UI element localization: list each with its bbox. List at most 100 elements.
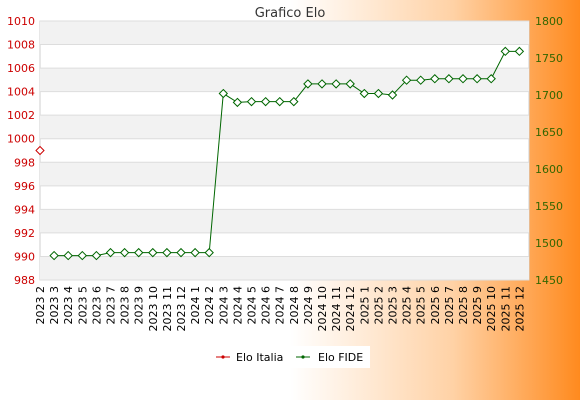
left-tick-label: 994	[14, 203, 35, 216]
x-tick-label: 2025 8	[457, 286, 470, 325]
series-elo-italia	[35, 145, 45, 156]
data-point	[77, 250, 88, 261]
x-tick-label: 2024 12	[344, 286, 357, 332]
data-point	[232, 97, 243, 108]
x-tick-label: 2023 9	[133, 286, 146, 325]
x-tick-label: 2024 8	[288, 286, 301, 325]
x-tick-label: 2024 10	[316, 286, 329, 332]
x-tick-label: 2023 4	[62, 286, 75, 325]
data-point	[35, 145, 45, 156]
data-point	[401, 75, 412, 85]
data-point	[176, 247, 186, 258]
right-tick-label: 1450	[535, 274, 563, 287]
x-tick-label: 2025 5	[415, 286, 428, 325]
x-tick-label: 2024 4	[231, 286, 244, 325]
x-tick-label: 2025 12	[513, 286, 526, 332]
x-tick-label: 2023 11	[161, 286, 174, 332]
grid-band	[40, 115, 529, 139]
data-point	[500, 46, 511, 57]
left-tick-label: 996	[14, 180, 35, 193]
left-tick-label: 988	[14, 274, 35, 287]
data-point	[458, 74, 468, 84]
x-tick-label: 2023 10	[147, 286, 160, 332]
data-point	[91, 250, 102, 261]
x-tick-label: 2023 2	[34, 286, 47, 325]
data-point	[444, 74, 454, 84]
grid-band	[40, 209, 529, 233]
x-tick-label: 2023 8	[119, 286, 132, 325]
data-point	[317, 79, 327, 89]
legend-label-elo-fide: Elo FIDE	[318, 351, 363, 364]
x-tick-label: 2024 9	[302, 286, 315, 325]
data-point	[289, 96, 299, 107]
data-point	[415, 75, 426, 85]
left-tick-label: 1002	[7, 109, 35, 122]
x-tick-label: 2024 3	[217, 286, 230, 325]
grid-band	[40, 68, 529, 92]
x-tick-label: 2025 10	[485, 286, 498, 332]
left-tick-label: 1010	[7, 15, 35, 28]
right-axis: 1450 1500 1550 1600 1650 1700 1750 1800	[535, 15, 563, 287]
x-tick-label: 2023 5	[76, 286, 89, 325]
data-point	[204, 247, 214, 258]
data-point	[218, 88, 229, 99]
data-point	[246, 96, 257, 107]
x-tick-label: 2023 7	[105, 286, 118, 325]
left-tick-label: 992	[14, 227, 35, 240]
x-tick-label: 2023 12	[175, 286, 188, 332]
legend-label-elo-italia: Elo Italia	[236, 351, 283, 364]
left-tick-label: 990	[14, 250, 35, 263]
plot-area	[39, 20, 530, 281]
data-point	[105, 247, 116, 258]
data-point	[373, 88, 384, 99]
x-tick-label: 2024 5	[246, 286, 259, 325]
right-tick-label: 1550	[535, 200, 563, 213]
legend-marker-elo-fide	[301, 355, 305, 359]
right-tick-label: 1700	[535, 89, 563, 102]
data-point	[331, 79, 341, 89]
data-point	[162, 247, 172, 258]
data-point	[345, 79, 355, 89]
data-point	[430, 74, 440, 84]
x-tick-label: 2024 1	[189, 286, 202, 325]
series-layer	[35, 46, 525, 261]
x-tick-label: 2023 3	[48, 286, 61, 325]
data-point	[359, 88, 370, 99]
x-tick-label: 2025 3	[387, 286, 400, 325]
right-tick-label: 1750	[535, 52, 563, 65]
legend: Elo Italia Elo FIDE	[210, 346, 370, 368]
left-tick-label: 1006	[7, 62, 35, 75]
data-point	[133, 247, 144, 258]
data-point	[49, 250, 59, 261]
x-tick-label: 2023 6	[90, 286, 103, 325]
x-tick-label: 2025 7	[443, 286, 456, 325]
data-point	[486, 74, 496, 84]
x-tick-label: 2025 2	[372, 286, 385, 325]
grid-bands	[40, 21, 529, 280]
x-tick-label: 2025 9	[471, 286, 484, 325]
x-tick-label: 2025 6	[429, 286, 442, 325]
series-elo-fide	[49, 46, 525, 261]
right-tick-label: 1650	[535, 126, 563, 139]
grid-band	[40, 21, 529, 45]
data-point	[303, 79, 313, 89]
legend-marker-elo-italia	[221, 355, 225, 359]
left-tick-label: 1000	[7, 133, 35, 146]
data-point	[119, 247, 130, 258]
grid-band	[40, 162, 529, 186]
left-tick-label: 1008	[7, 39, 35, 52]
data-point	[148, 247, 158, 258]
data-point	[260, 96, 271, 107]
data-point	[63, 250, 73, 261]
series-line	[54, 50, 520, 257]
x-tick-label: 2024 6	[260, 286, 273, 325]
x-tick-label: 2025 11	[499, 286, 512, 332]
data-point	[472, 74, 482, 84]
chart-title: Grafico Elo	[255, 6, 326, 21]
grid-lines	[40, 20, 529, 281]
right-tick-label: 1600	[535, 163, 563, 176]
x-tick-label: 2025 4	[401, 286, 414, 325]
left-tick-label: 998	[14, 156, 35, 169]
right-tick-label: 1500	[535, 237, 563, 250]
